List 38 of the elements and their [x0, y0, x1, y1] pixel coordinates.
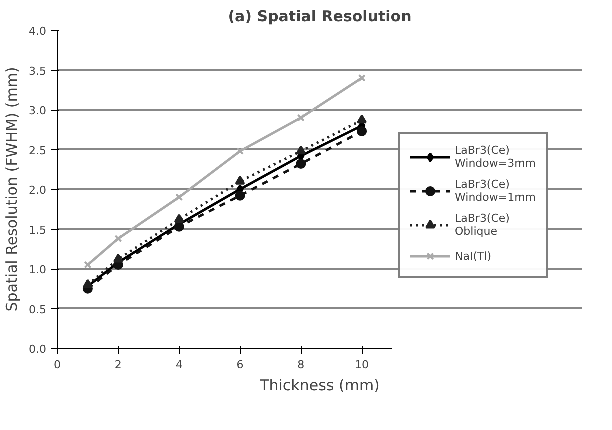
point: [82, 279, 93, 288]
point: [174, 222, 184, 232]
legend-label: LaBr3(Ce) Window=3mm: [455, 144, 536, 170]
x-axis-title: Thickness (mm): [259, 376, 380, 394]
point: [235, 190, 246, 201]
y-tick-label: 1.5: [29, 224, 47, 237]
y-tick-label: 2.0: [29, 184, 47, 197]
y-tick-label: 1.0: [29, 264, 47, 276]
point: [357, 114, 368, 124]
x-tick-label: 0: [54, 358, 61, 372]
chart-title: (a) Spatial Resolution: [228, 8, 412, 26]
point: [297, 114, 305, 122]
y-tick-label: 2.5: [29, 144, 47, 158]
x-tick-label: 8: [298, 358, 305, 372]
point: [296, 146, 306, 155]
x-tick-label: 6: [236, 358, 244, 372]
point: [174, 214, 184, 224]
y-tick-label: 3.0: [29, 104, 47, 118]
point: [357, 126, 368, 136]
point: [113, 254, 124, 263]
point: [84, 261, 92, 269]
point: [236, 148, 244, 156]
x-tick-label: 2: [114, 358, 122, 372]
y-tick-label: 0.5: [29, 303, 47, 316]
point: [114, 234, 122, 243]
legend-label: LaBr3(Ce) Oblique: [455, 212, 510, 238]
y-tick-label: 3.5: [29, 64, 47, 78]
legend-label: NaI(Tl): [455, 250, 492, 262]
point: [235, 176, 246, 185]
y-axis-title: Spatial Resolution (FWHM) (mm): [3, 67, 22, 312]
x-tick-label: 4: [176, 358, 183, 372]
legend-label: LaBr3(Ce) Window=1mm: [455, 178, 536, 204]
point: [358, 74, 366, 82]
y-tick-label: 4.0: [29, 25, 47, 38]
y-tick-label: 0.0: [29, 343, 47, 356]
x-tick-label: 10: [355, 358, 370, 372]
point: [175, 194, 184, 202]
point: [296, 159, 306, 170]
